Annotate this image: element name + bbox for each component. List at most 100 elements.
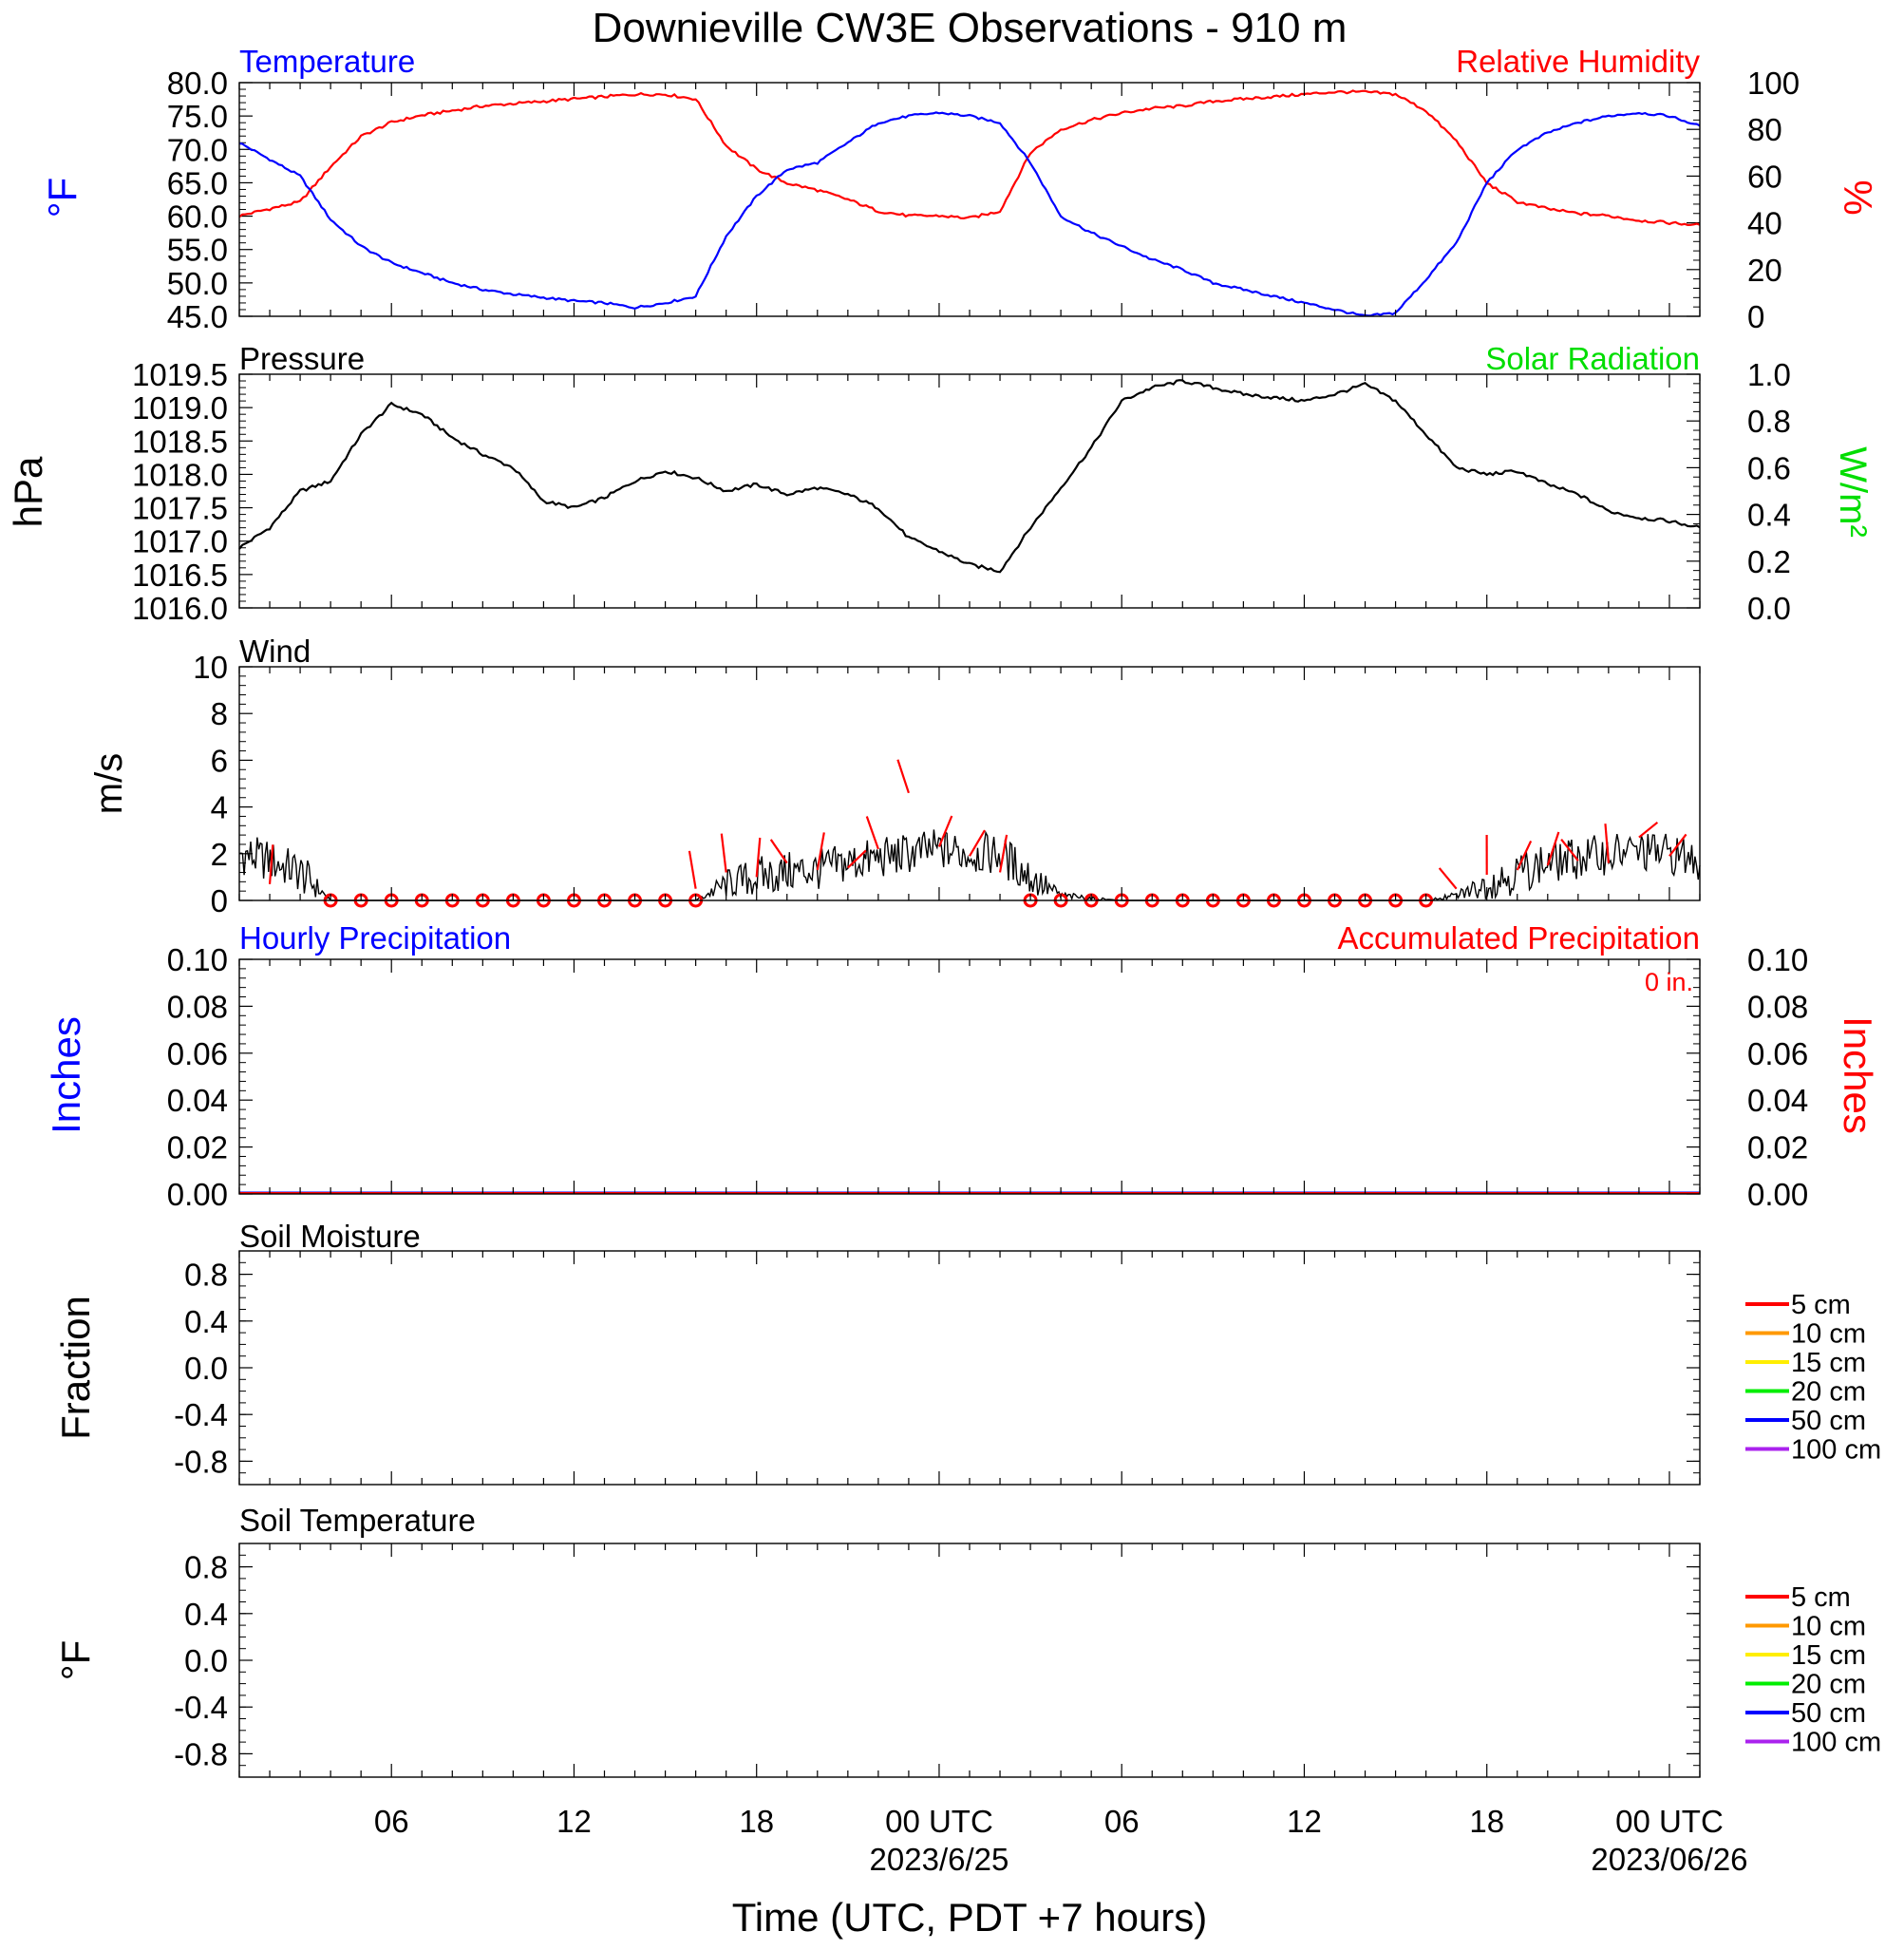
- y-tick-label: 0: [211, 883, 228, 918]
- wind-barb: [268, 844, 274, 884]
- wind-barb: [937, 815, 953, 847]
- humidity-title: Relative Humidity: [1456, 44, 1700, 79]
- legend-label: 20 cm: [1791, 1670, 1866, 1700]
- y-tick-label: 1017.0: [132, 524, 228, 559]
- humidity-unit-label: %: [1836, 180, 1880, 215]
- legend-label: 10 cm: [1791, 1612, 1866, 1642]
- y-tick-label: 4: [211, 790, 228, 825]
- y-tick-label: 65.0: [167, 165, 228, 200]
- accum-precip-axis-ticks: 0.10 0.08 0.06 0.04 0.02 0.00: [1687, 942, 1808, 1212]
- st-frame: [238, 1543, 1701, 1778]
- y-tick-label: 1017.5: [132, 491, 228, 526]
- y-tick-label: 0.02: [1747, 1130, 1808, 1165]
- y-tick-label: 0.10: [167, 942, 228, 977]
- legend-label: 10 cm: [1791, 1319, 1866, 1350]
- x-tick-label: 00 UTC: [1615, 1804, 1724, 1839]
- pressure-frame: [238, 373, 1701, 609]
- pressure-axis-ticks: 1019.51019.01018.51018.01017.51017.01016…: [132, 357, 253, 626]
- y-tick-label: 1018.0: [132, 457, 228, 492]
- wind-panel: Wind m/s 10 8 6 4 2 0: [88, 634, 1701, 918]
- y-tick-label: 80: [1747, 112, 1782, 147]
- legend-label: 5 cm: [1791, 1290, 1851, 1320]
- y-tick-label: 1016.0: [132, 591, 228, 626]
- wind-barb: [1604, 824, 1610, 863]
- pressure-solar-panel: Pressure Solar Radiation hPa W/m² 1019.5…: [6, 341, 1874, 626]
- wind-title: Wind: [239, 634, 311, 669]
- y-tick-label: -0.4: [174, 1690, 228, 1725]
- wind-barb: [1516, 840, 1533, 871]
- y-tick-label: 0.08: [167, 989, 228, 1024]
- y-tick-label: 0.8: [184, 1258, 228, 1293]
- y-tick-label: -0.8: [174, 1736, 228, 1771]
- y-tick-label: 100: [1747, 66, 1800, 101]
- wind-speed-line: [238, 829, 1701, 901]
- y-tick-label: 0.0: [184, 1351, 228, 1386]
- y-tick-label: 0: [1747, 299, 1764, 334]
- y-tick-label: 0.06: [167, 1036, 228, 1071]
- wind-barb: [755, 837, 762, 878]
- y-tick-label: 0.0: [184, 1643, 228, 1678]
- y-tick-label: 1.0: [1747, 357, 1791, 392]
- y-tick-label: 8: [211, 696, 228, 731]
- y-tick-label: 0.08: [1747, 989, 1808, 1024]
- wind-barb: [816, 832, 825, 871]
- wind-barb: [896, 759, 910, 794]
- wind-series: [238, 759, 1701, 908]
- precip-frame: [238, 958, 1701, 1195]
- temperature-title: Temperature: [239, 44, 415, 79]
- humidity-axis-ticks: 100 80 60 40 20 0: [1687, 66, 1800, 334]
- wind-barb: [769, 839, 788, 864]
- y-tick-label: 0.04: [167, 1083, 228, 1118]
- x-tick-label: 18: [739, 1804, 774, 1839]
- legend-label: 100 cm: [1791, 1435, 1881, 1466]
- soil-temperature-unit-label: °F: [53, 1640, 98, 1680]
- y-tick-label: 0.10: [1747, 942, 1808, 977]
- wind-barb: [865, 816, 879, 850]
- solar-axis-ticks: 1.0 0.8 0.6 0.4 0.2 0.0: [1687, 357, 1791, 626]
- y-tick-label: 0.2: [1747, 544, 1791, 579]
- humidity-line: [238, 89, 1701, 227]
- x-tick-date: 2023/06/26: [1591, 1842, 1747, 1877]
- y-tick-label: -0.8: [174, 1444, 228, 1479]
- pressure-unit-label: hPa: [6, 456, 50, 527]
- y-tick-label: 0.06: [1747, 1036, 1808, 1071]
- y-tick-label: 0.00: [1747, 1177, 1808, 1212]
- legend-label: 15 cm: [1791, 1640, 1866, 1671]
- y-tick-label: 1019.5: [132, 357, 228, 392]
- x-tick-label: 12: [556, 1804, 592, 1839]
- y-tick-label: 2: [211, 837, 228, 872]
- x-tick-label: 18: [1469, 1804, 1504, 1839]
- x-axis-label: Time (UTC, PDT +7 hours): [732, 1895, 1208, 1940]
- y-tick-label: 55.0: [167, 233, 228, 268]
- wind-axis-ticks: 10 8 6 4 2 0: [193, 650, 253, 918]
- x-tick-label: 12: [1287, 1804, 1322, 1839]
- solar-title: Solar Radiation: [1485, 341, 1700, 376]
- pressure-title: Pressure: [239, 341, 365, 376]
- soil-moisture-panel: Soil Moisture Fraction 0.8 0.4 0.0 -0.4 -0.8…: [53, 1219, 1881, 1486]
- wind-barb: [1546, 831, 1560, 866]
- y-tick-label: 6: [211, 743, 228, 778]
- y-tick-label: 75.0: [167, 99, 228, 134]
- sm-frame: [238, 1250, 1701, 1486]
- wind-barb: [969, 829, 986, 857]
- wind-barb: [1560, 838, 1579, 861]
- pressure-series: [238, 379, 1701, 574]
- pressure-line: [238, 379, 1701, 574]
- wind-unit-label: m/s: [88, 753, 130, 814]
- y-tick-label: 1016.5: [132, 558, 228, 593]
- y-tick-label: 0.00: [167, 1177, 228, 1212]
- wind-barb: [720, 833, 727, 873]
- wind-barb: [688, 850, 697, 889]
- hourly-precip-title: Hourly Precipitation: [239, 920, 511, 956]
- chart-title: Downieville CW3E Observations - 910 m: [593, 5, 1348, 51]
- solar-unit-label: W/m²: [1832, 446, 1874, 538]
- x-tick-label: 00 UTC: [885, 1804, 993, 1839]
- y-tick-label: 70.0: [167, 132, 228, 167]
- y-tick-label: -0.4: [174, 1397, 228, 1432]
- y-tick-label: 45.0: [167, 299, 228, 334]
- soil-temperature-axis-ticks: 0.8 0.4 0.0 -0.4 -0.8: [174, 1543, 1700, 1778]
- y-tick-label: 0.04: [1747, 1083, 1808, 1118]
